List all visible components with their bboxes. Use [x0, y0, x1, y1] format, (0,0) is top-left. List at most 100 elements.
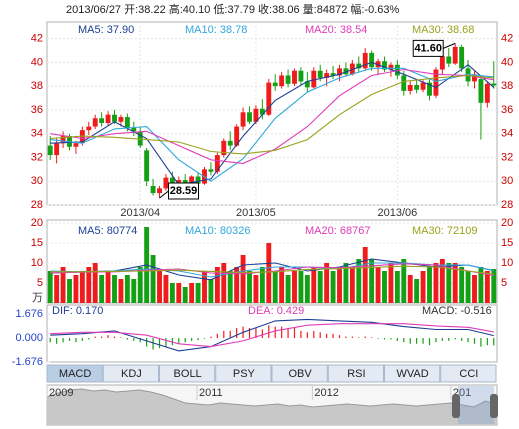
volume-bar	[279, 267, 285, 303]
tab[interactable]	[440, 364, 497, 383]
y-tick-label: 0.000	[15, 332, 43, 344]
candle-body	[163, 177, 169, 189]
navigator-label: 2009	[49, 387, 73, 399]
annotation-box	[412, 39, 444, 57]
tab-label[interactable]: PSY	[233, 368, 256, 380]
tab[interactable]	[46, 364, 103, 383]
y-tick-label-right: 28	[501, 199, 513, 211]
tab[interactable]	[159, 364, 216, 383]
tab-label[interactable]: RSI	[347, 368, 365, 380]
tab[interactable]	[327, 364, 384, 383]
volume-bar	[420, 271, 426, 303]
navigator-handle[interactable]	[490, 394, 498, 418]
volume-bar	[73, 275, 79, 303]
annotation-box	[168, 182, 199, 200]
volume-bar	[47, 271, 53, 303]
volume-bar	[54, 275, 60, 303]
candle-body	[208, 169, 214, 172]
candle-body	[92, 118, 98, 127]
candle-body	[292, 70, 297, 84]
legend-entry: MA5: 80774	[78, 225, 137, 237]
volume-bar	[407, 275, 413, 303]
candle-body	[227, 140, 233, 146]
tab-label[interactable]: OBV	[289, 368, 313, 380]
tab-label[interactable]: BOLL	[174, 368, 202, 380]
navigator-handle[interactable]	[452, 394, 460, 418]
tab[interactable]	[102, 364, 159, 383]
volume-bar	[375, 267, 381, 303]
volume-bar	[388, 263, 394, 303]
candle-body	[407, 84, 413, 91]
candle-body	[362, 52, 368, 69]
navigator-selection[interactable]	[458, 386, 494, 424]
tab[interactable]	[384, 364, 441, 383]
candle-body	[214, 155, 220, 172]
volume-ma-line	[50, 258, 494, 281]
y-tick-label: 15	[31, 237, 43, 249]
legend-entry: MA30: 38.68	[412, 24, 474, 36]
annotation-pointer	[159, 190, 169, 199]
candle-body	[324, 73, 330, 78]
candle-body	[73, 143, 79, 147]
volume-bar	[304, 275, 310, 303]
candle-body	[433, 69, 439, 96]
tab-label[interactable]: MACD	[59, 368, 91, 380]
candle-body	[478, 79, 484, 103]
volume-bar	[92, 263, 98, 303]
ma-line	[50, 67, 494, 182]
volume-bar	[247, 271, 252, 303]
y-tick-label-right: 10	[501, 257, 513, 269]
candle-body	[234, 126, 240, 146]
candle-body	[272, 82, 278, 87]
y-tick-label-right: 32	[501, 151, 513, 163]
volume-bar	[176, 283, 182, 303]
candle-body	[484, 83, 490, 103]
legend-entry: MA10: 80326	[185, 225, 250, 237]
candle-body	[221, 140, 227, 156]
volume-bar	[182, 287, 188, 303]
volume-bar	[349, 267, 355, 303]
ma-line	[50, 74, 494, 155]
y-tick-label: 42	[31, 33, 43, 45]
candle-body	[259, 108, 265, 115]
candle-body	[439, 56, 445, 70]
candle-body	[54, 143, 60, 156]
navigator-label: 2012	[314, 387, 338, 399]
candle-body	[144, 150, 150, 182]
candle-body	[311, 70, 317, 88]
candle-body	[118, 117, 124, 122]
volume-bar	[157, 271, 162, 303]
volume-bar	[330, 271, 336, 303]
volume-bar	[317, 271, 323, 303]
annotation-label: 28.59	[170, 185, 198, 197]
volume-bar	[67, 279, 72, 303]
tab-label[interactable]: WVAD	[397, 368, 429, 380]
candle-body	[465, 68, 471, 82]
y-tick-label: 10	[31, 257, 43, 269]
candle-body	[253, 108, 259, 122]
volume-bar	[227, 271, 233, 303]
candle-body	[401, 75, 407, 91]
volume-bar	[292, 271, 297, 303]
tab-label[interactable]: KDJ	[121, 368, 142, 380]
candle-body	[195, 176, 201, 184]
candle-body	[330, 73, 336, 76]
candle-body	[86, 126, 92, 131]
tab[interactable]	[271, 364, 328, 383]
tab[interactable]	[215, 364, 272, 383]
legend-entry: MA10: 38.78	[185, 24, 247, 36]
tab-label[interactable]: CCI	[459, 368, 478, 380]
volume-bar	[337, 267, 342, 303]
candle-body	[356, 63, 362, 69]
candle-body	[157, 188, 162, 194]
volume-bar	[439, 259, 445, 303]
volume-bar	[99, 275, 105, 303]
x-tick-label: 2013/04	[120, 207, 160, 219]
y-tick-label: 5	[37, 277, 43, 289]
volume-bar	[221, 263, 227, 303]
x-tick-label: 2013/06	[377, 207, 417, 219]
volume-bar	[446, 263, 452, 303]
legend-entry: MACD: -0.516	[422, 305, 492, 317]
candle-body	[79, 130, 85, 144]
